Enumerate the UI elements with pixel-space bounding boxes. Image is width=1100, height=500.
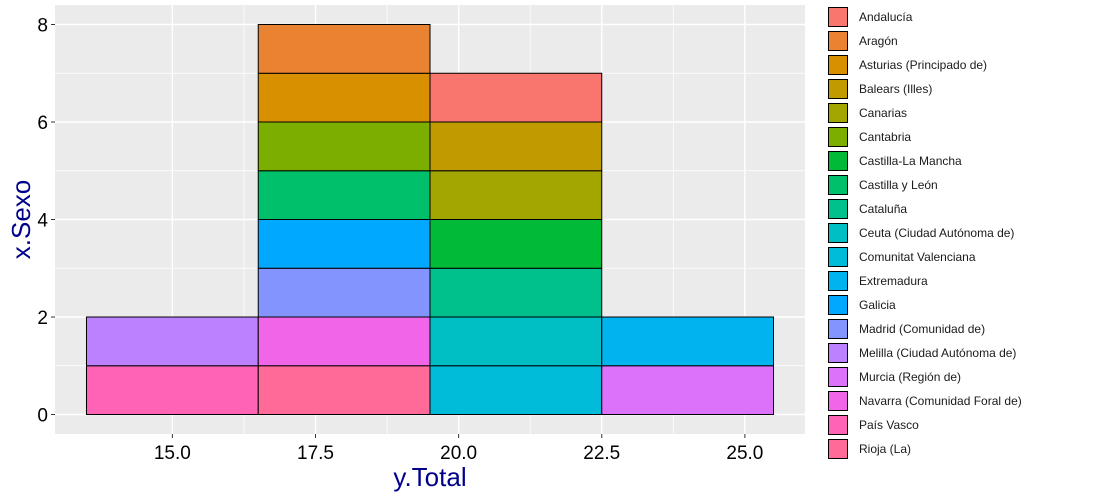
legend-item: Cataluña [828,197,1093,221]
legend-item: Murcia (Región de) [828,365,1093,389]
bar-segment-castilla-y-leon [257,170,431,220]
bar-segment-ceuta-ciudad-autonoma-de [429,316,603,367]
legend-key-swatch [828,247,848,267]
bar-segment-extremadura [601,316,775,367]
bar-segment-cataluna [429,267,603,318]
legend-key-swatch [828,439,848,459]
bar-segment-balears-illes [429,121,603,172]
legend-label: Ceuta (Ciudad Autónoma de) [859,226,1015,240]
legend-key-swatch [828,415,848,435]
legend-key-swatch [828,103,848,123]
x-tick-label: 20.0 [440,443,477,464]
x-axis-title: y.Total [393,462,466,492]
bar-segment-melilla-ciudad-autonoma-de [85,316,259,367]
legend-item: Navarra (Comunidad Foral de) [828,389,1093,413]
bar-segment-navarra-comunidad-foral-de [257,316,431,367]
bar-segment-aragon [257,24,431,74]
legend-item: Aragón [828,29,1093,53]
legend-key-swatch [828,175,848,195]
y-tick-label: 4 [37,211,48,232]
legend-label: Castilla-La Mancha [859,154,962,168]
bar-segment-madrid-comunidad-de [257,267,431,318]
legend-key-swatch [828,223,848,243]
legend-label: Murcia (Región de) [859,370,962,384]
legend-label: Madrid (Comunidad de) [859,322,986,336]
legend-label: Cataluña [859,202,908,216]
legend-key-swatch [828,7,848,27]
legend-item: Balears (Illes) [828,77,1093,101]
bar-segment-cantabria [257,121,431,172]
y-tick-label: 0 [37,406,48,427]
bar-segment-pais-vasco [85,365,259,415]
legend-label: Cantabria [859,130,912,144]
legend-label: Navarra (Comunidad Foral de) [859,394,1022,408]
legend-label: Extremadura [859,274,928,288]
x-tick-label: 17.5 [297,443,334,464]
bar-segment-rioja-la [257,365,431,415]
legend-label: Galicia [859,298,896,312]
legend-item: Extremadura [828,269,1093,293]
legend-item: Comunitat Valenciana [828,245,1093,269]
bar-segment-canarias [429,170,603,220]
y-tick-label: 6 [37,113,48,134]
bar-segments [85,24,775,415]
legend-label: Canarias [859,106,908,120]
x-axis-ticks: 15.0 17.5 20.0 22.5 25.0 [154,434,763,464]
legend-label: Rioja (La) [859,442,912,456]
y-tick-label: 8 [37,16,48,37]
bar-segment-murcia-region-de [601,365,775,415]
legend-item: Cantabria [828,125,1093,149]
legend-item: Melilla (Ciudad Autónoma de) [828,341,1093,365]
legend-label: Castilla y León [859,178,938,192]
legend-key-swatch [828,79,848,99]
legend-key-swatch [828,151,848,171]
legend-label: Aragón [859,34,898,48]
legend-label: Asturias (Principado de) [859,58,988,72]
x-tick-label: 22.5 [583,443,620,464]
legend-key-swatch [828,127,848,147]
legend-item: Castilla y León [828,173,1093,197]
legend-item: Andalucía [828,5,1093,29]
bar-segment-andalucia [429,72,603,123]
legend-label: Comunitat Valenciana [859,250,976,264]
legend-key-swatch [828,271,848,291]
y-axis-title: x.Sexo [6,180,36,260]
legend-key-swatch [828,343,848,363]
legend-key-swatch [828,295,848,315]
y-axis-ticks: 0 2 4 6 8 [37,16,55,427]
legend-key-swatch [828,55,848,75]
legend-item: Ceuta (Ciudad Autónoma de) [828,221,1093,245]
legend-key-swatch [828,391,848,411]
legend: Andalucía Aragón Asturias (Principado de) B… [828,5,1093,461]
legend-label: Melilla (Ciudad Autónoma de) [859,346,1017,360]
legend-item: Rioja (La) [828,437,1093,461]
bar-segment-galicia [257,219,431,269]
legend-key-swatch [828,199,848,219]
legend-label: País Vasco [859,418,919,432]
legend-label: Balears (Illes) [859,82,933,96]
legend-item: Madrid (Comunidad de) [828,317,1093,341]
legend-item: Canarias [828,101,1093,125]
legend-item: Castilla-La Mancha [828,149,1093,173]
legend-label: Andalucía [859,10,913,24]
x-tick-label: 15.0 [154,443,191,464]
x-tick-label: 25.0 [726,443,763,464]
bar-segment-asturias-principado-de [257,72,431,123]
bar-segment-castilla-la-mancha [429,219,603,269]
legend-key-swatch [828,319,848,339]
legend-item: País Vasco [828,413,1093,437]
legend-key-swatch [828,367,848,387]
bar-segment-comunitat-valenciana [429,365,603,415]
legend-item: Galicia [828,293,1093,317]
y-tick-label: 2 [37,308,48,329]
legend-key-swatch [828,31,848,51]
legend-item: Asturias (Principado de) [828,53,1093,77]
